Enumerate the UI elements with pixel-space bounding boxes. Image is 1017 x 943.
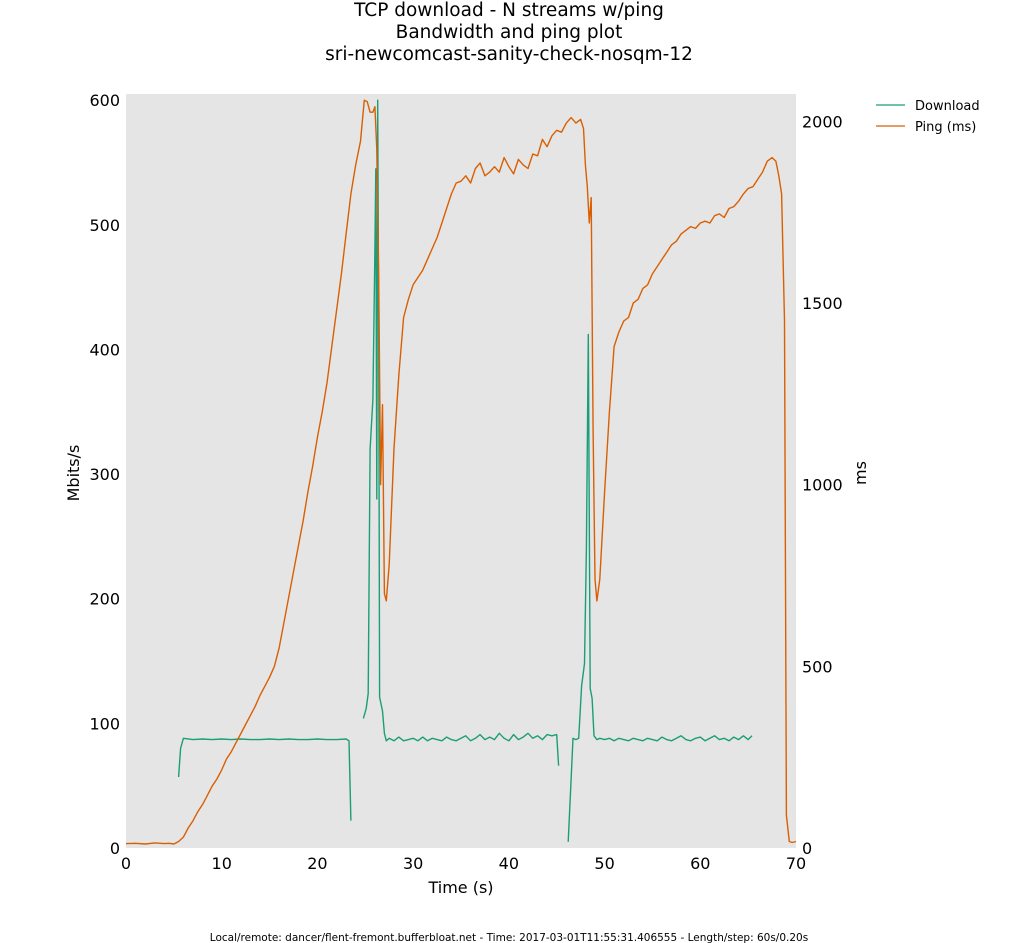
right-y-axis-ticks: 0 500 1000 1500 2000 xyxy=(802,112,843,858)
left-y-axis-label: Mbits/s xyxy=(64,445,83,502)
x-tick-label: 30 xyxy=(403,854,423,873)
left-y-tick-label: 100 xyxy=(89,714,120,733)
left-y-tick-label: 600 xyxy=(89,91,120,110)
series-line-download-0 xyxy=(177,737,352,821)
chart-title: TCP download - N streams w/ping Bandwidt… xyxy=(325,0,693,65)
x-tick-label: 70 xyxy=(786,854,806,873)
series-line-download-2 xyxy=(567,333,753,842)
legend-label-download: Download xyxy=(915,99,980,114)
left-y-tick-label: 400 xyxy=(89,340,120,359)
x-tick-label: 20 xyxy=(307,854,327,873)
left-y-tick-label: 200 xyxy=(89,590,120,609)
series-line-download-1 xyxy=(362,99,560,766)
right-y-tick-label: 500 xyxy=(802,657,833,676)
x-tick-label: 10 xyxy=(212,854,232,873)
left-y-tick-label: 0 xyxy=(110,839,120,858)
x-tick-label: 60 xyxy=(690,854,710,873)
right-y-tick-label: 1500 xyxy=(802,294,843,313)
x-axis-label: Time (s) xyxy=(427,878,493,897)
x-tick-label: 50 xyxy=(594,854,614,873)
series-layer xyxy=(125,99,797,845)
x-tick-label: 40 xyxy=(499,854,519,873)
right-y-tick-label: 0 xyxy=(802,839,812,858)
right-y-tick-label: 1000 xyxy=(802,476,843,495)
x-axis-ticks: 0 10 20 30 40 50 60 70 xyxy=(121,854,806,873)
series-line-ping-ms-0 xyxy=(125,99,797,845)
left-y-tick-label: 500 xyxy=(89,216,120,235)
legend-label-ping: Ping (ms) xyxy=(915,120,976,135)
right-y-tick-label: 2000 xyxy=(802,112,843,131)
footer-metadata: Local/remote: dancer/flent-fremont.buffe… xyxy=(210,932,808,943)
left-y-tick-label: 300 xyxy=(89,465,120,484)
legend: Download Ping (ms) xyxy=(876,99,980,135)
right-y-axis-label: ms xyxy=(851,461,870,485)
title-line-2: Bandwidth and ping plot xyxy=(396,22,623,43)
title-line-1: TCP download - N streams w/ping xyxy=(353,0,664,21)
title-line-3: sri-newcomcast-sanity-check-nosqm-12 xyxy=(325,44,693,65)
left-y-axis-ticks: 0 100 200 300 400 500 600 xyxy=(89,91,120,858)
x-tick-label: 0 xyxy=(121,854,131,873)
plot-area xyxy=(126,94,796,848)
